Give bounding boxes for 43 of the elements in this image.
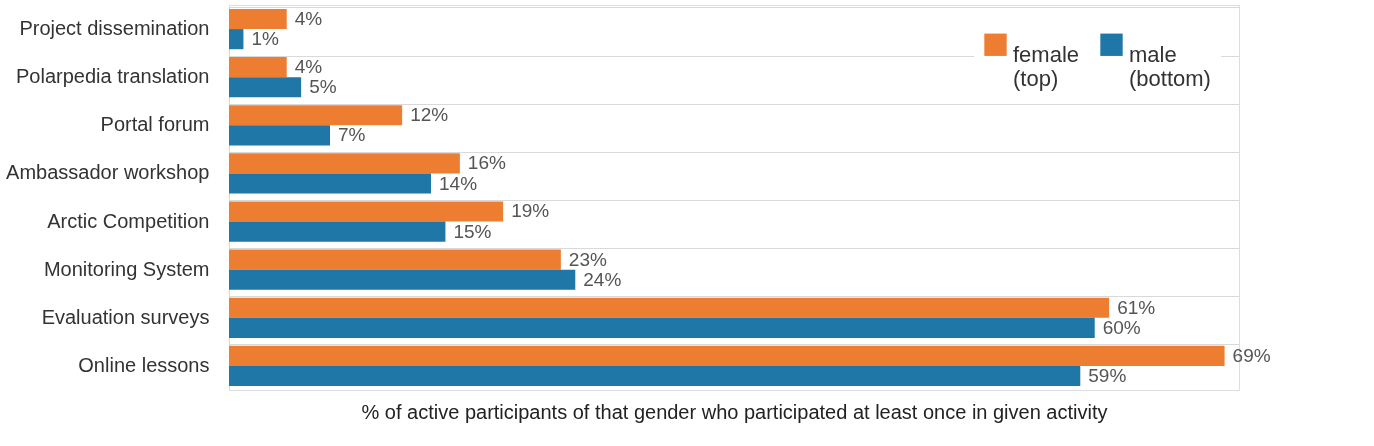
y-tick-label: Portal forum [100,113,210,136]
data-label: 1% [251,28,279,50]
legend-label: male (bottom) [1129,41,1211,91]
bar [229,201,504,222]
data-label: 24% [583,268,622,290]
bar [229,57,287,78]
bar [229,297,1110,318]
y-tick-label: Monitoring System [43,257,210,280]
data-label: 59% [1088,365,1127,387]
bar [229,8,287,30]
bar [229,221,446,242]
data-label: 19% [511,200,550,222]
data-label: 23% [568,248,607,270]
bar [229,29,244,50]
data-label: 7% [338,124,366,146]
data-label: 14% [439,172,478,194]
x-axis-title: % of active participants of that gender who participated at least once in given activity [361,400,1108,423]
bar [229,365,1081,387]
bar [229,249,561,270]
legend-label: female (top) [1013,41,1080,91]
bar [229,77,302,98]
data-label: 15% [453,220,492,242]
data-label: 69% [1232,344,1271,366]
bar [229,125,330,146]
y-tick-label: Project dissemination [19,17,210,40]
bar [229,173,431,194]
bar [229,269,576,290]
y-tick-label: Ambassador workshop [6,161,210,184]
y-tick-label: Arctic Competition [47,209,210,232]
data-label: 4% [294,7,323,29]
y-tick-label: Polarpedia translation [16,65,210,88]
y-tick-label: Online lessons [78,353,210,376]
y-tick-label: Evaluation surveys [41,305,210,328]
data-label: 4% [294,56,323,78]
data-label: 61% [1117,296,1156,318]
bar [229,105,403,126]
bar [229,317,1095,338]
bar [229,153,460,174]
data-label: 5% [309,76,337,98]
data-label: 16% [467,152,506,174]
data-label: 12% [410,104,449,126]
bar [229,345,1225,366]
data-label: 60% [1102,316,1141,338]
